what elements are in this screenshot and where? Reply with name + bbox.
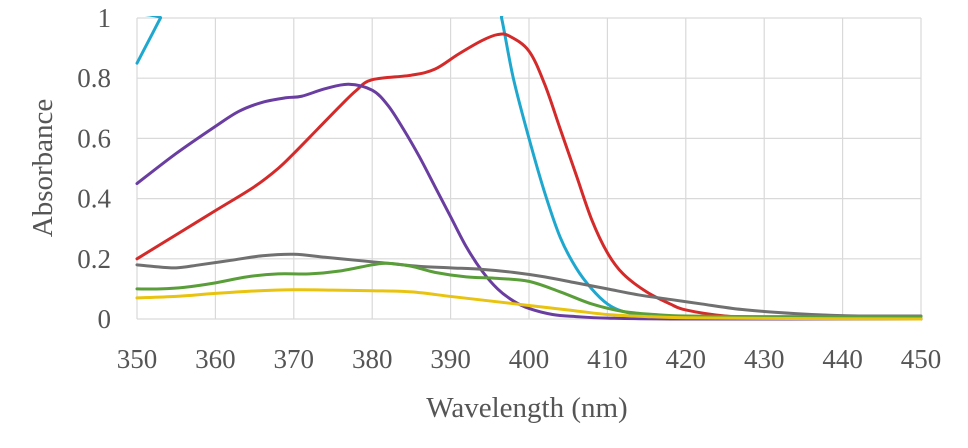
y-tick-labels: 0 0.2 0.4 0.6 0.8 1 [77,3,111,334]
x-axis-label: Wavelength (nm) [426,392,627,424]
series-line-2 [135,32,923,321]
x-tick-label: 350 [117,344,158,374]
x-tick-label: 410 [587,344,628,374]
x-tick-label: 450 [901,344,942,374]
series-line-4 [135,252,923,318]
x-tick-label: 440 [822,344,863,374]
grid [136,17,922,320]
x-tick-label: 360 [195,344,236,374]
y-tick-label: 0 [98,304,112,334]
x-tick-label: 420 [666,344,707,374]
series-line-3 [135,82,923,321]
y-tick-label: 0.6 [77,123,111,153]
x-tick-label: 400 [509,344,550,374]
y-tick-label: 1 [98,3,112,33]
y-axis-label: Absorbance [27,99,59,238]
x-tick-label: 430 [744,344,785,374]
y-tick-label: 0.4 [77,184,111,214]
x-tick-label: 370 [274,344,315,374]
y-tick-label: 0.2 [77,244,111,274]
series-line-6 [135,288,923,321]
x-tick-labels: 350 360 370 380 390 400 410 420 430 440 450 [117,344,942,374]
y-tick-label: 0.8 [77,63,111,93]
x-tick-label: 390 [430,344,471,374]
x-tick-label: 380 [352,344,393,374]
series-line-5 [135,261,923,319]
series-layer [135,16,923,321]
